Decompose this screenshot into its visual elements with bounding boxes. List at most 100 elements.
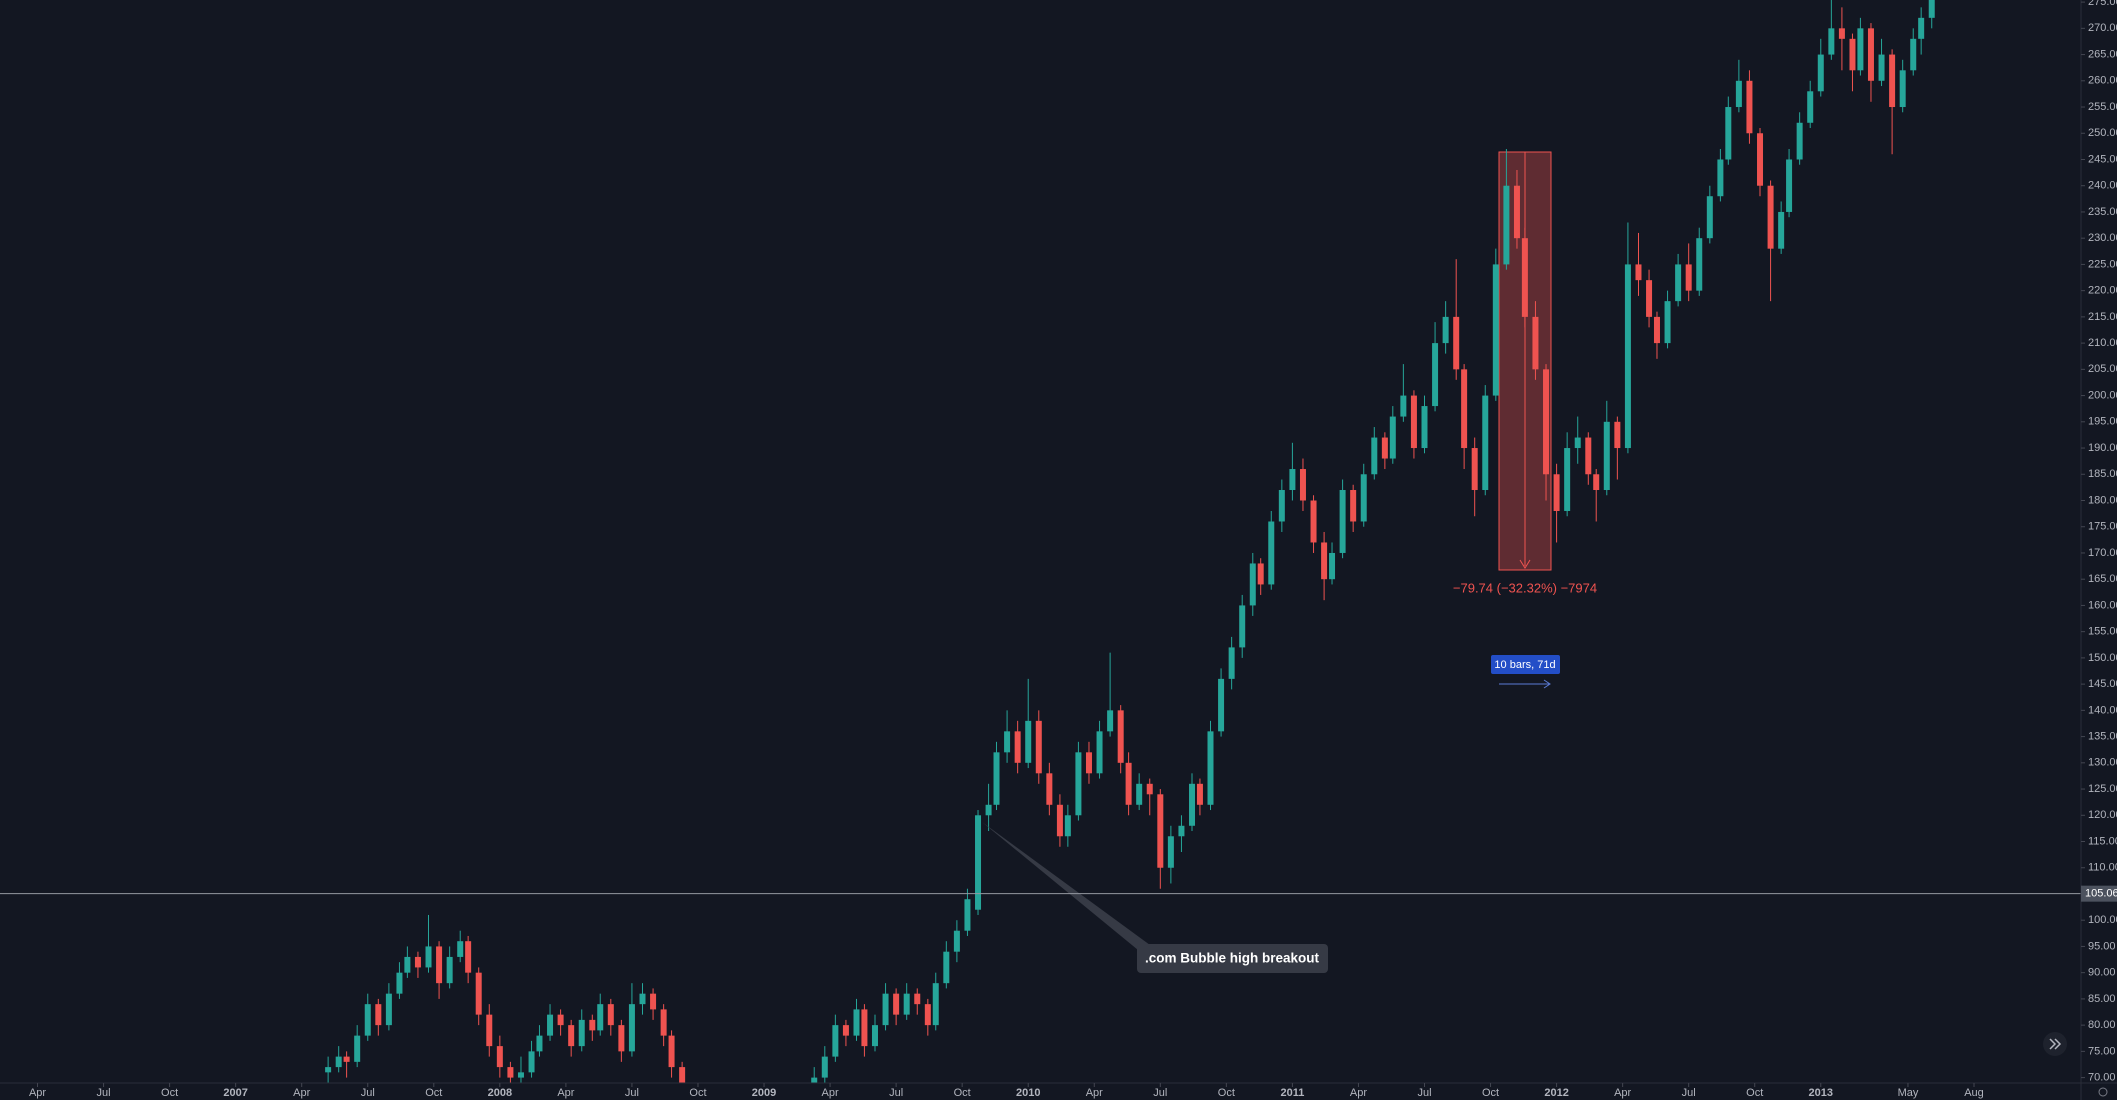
candle-body [1196, 783, 1203, 805]
x-tick-label: Apr [29, 1087, 46, 1099]
candle-body [1257, 563, 1264, 585]
candle-body [871, 1025, 878, 1047]
candle-body [343, 1056, 350, 1062]
candle-body [547, 1014, 554, 1036]
x-tick-label: Apr [1086, 1087, 1103, 1099]
x-tick-label: Oct [1482, 1087, 1499, 1099]
candle-body [1664, 301, 1671, 344]
candle-body [536, 1035, 543, 1052]
candle-body [1564, 448, 1571, 511]
candle-body [1146, 783, 1153, 795]
settings-icon[interactable] [2098, 1087, 2108, 1097]
measure-arrowhead [1519, 559, 1531, 569]
candle-body [1675, 264, 1682, 302]
candle-body [1635, 264, 1642, 281]
x-tick-label: 2007 [223, 1087, 247, 1099]
candle-body [1696, 238, 1703, 291]
y-tick-label: 70.00 [2088, 1072, 2116, 1084]
candle-body [985, 804, 992, 816]
candle-body [1075, 752, 1082, 816]
candle-body [821, 1056, 828, 1078]
candle-body [1218, 678, 1225, 732]
candle-body [1482, 395, 1489, 491]
candle-body [1268, 521, 1275, 585]
candle-body [861, 1009, 868, 1047]
candle-body [1757, 133, 1764, 186]
scroll-icon [2049, 1038, 2062, 1050]
candle-body [1207, 731, 1214, 805]
x-tick-label: Jul [625, 1087, 639, 1099]
candle-body [943, 951, 950, 984]
candle-body [1157, 794, 1164, 868]
x-tick-label: Oct [1218, 1087, 1235, 1099]
y-tick-label: 195.00 [2088, 416, 2117, 428]
y-tick-label: 140.00 [2088, 704, 2117, 716]
candle-body [404, 956, 411, 973]
candle-body [1767, 185, 1774, 249]
candle-body [414, 956, 421, 968]
y-tick-label: 180.00 [2088, 494, 2117, 506]
y-tick-label: 125.00 [2088, 783, 2117, 795]
candle-body [396, 972, 403, 994]
y-tick-label: 110.00 [2088, 862, 2117, 874]
y-tick-label: 130.00 [2088, 757, 2117, 769]
y-tick-label: 240.00 [2088, 180, 2117, 192]
candle-body [1136, 783, 1143, 805]
y-tick-label: 215.00 [2088, 311, 2117, 323]
candle-body [903, 993, 910, 1015]
x-tick-label: Jul [889, 1087, 903, 1099]
x-tick-label: May [1898, 1087, 1919, 1099]
candle-body [425, 946, 432, 968]
x-tick-label: Jul [1417, 1087, 1431, 1099]
candle-body [1653, 316, 1660, 344]
x-tick-label: Jul [1682, 1087, 1696, 1099]
y-tick-label: 155.00 [2088, 626, 2117, 638]
y-tick-label: 160.00 [2088, 599, 2117, 611]
y-tick-label: 225.00 [2088, 258, 2117, 270]
candle-body [1125, 762, 1132, 805]
candle-body [568, 1025, 575, 1047]
candle-body [618, 1025, 625, 1052]
range-arrowhead [1543, 679, 1551, 689]
candle-body [1360, 474, 1367, 522]
candle-body [628, 1004, 635, 1052]
candle-body [1857, 28, 1864, 71]
candle-body [1167, 836, 1174, 868]
candle-body [964, 899, 971, 931]
candle-body [1453, 316, 1460, 370]
x-tick-label: Jul [361, 1087, 375, 1099]
x-tick-label: Apr [1614, 1087, 1631, 1099]
candle-body [1421, 406, 1428, 449]
y-tick-label: 230.00 [2088, 232, 2117, 244]
candle-body [607, 1004, 614, 1026]
candle-body [1867, 28, 1874, 81]
candle-body [325, 1067, 332, 1073]
candle-body [1289, 469, 1296, 491]
candle-body [1228, 647, 1235, 679]
candle-body [932, 983, 939, 1026]
y-tick-label: 175.00 [2088, 521, 2117, 533]
candle-body [924, 1004, 931, 1026]
overlay: −79.74 (−32.32%) −7974 10 bars, 71d .com… [0, 580, 2081, 973]
candle-body [1004, 731, 1011, 753]
candle-body [1532, 316, 1539, 370]
y-tick-label: 150.00 [2088, 652, 2117, 664]
y-tick-label: 100.00 [2088, 914, 2117, 926]
x-tick-label: Jul [97, 1087, 111, 1099]
candle-body [1725, 107, 1732, 160]
candle-body [650, 993, 657, 1010]
candle-body [486, 1014, 493, 1047]
candle-body [589, 1019, 596, 1031]
candle-body [1603, 421, 1610, 491]
candle-body [1064, 815, 1071, 837]
candle-body [1778, 211, 1785, 249]
y-tick-label: 185.00 [2088, 468, 2117, 480]
candle-body [1056, 804, 1063, 837]
candle-body [893, 993, 900, 1015]
candle-body [1624, 264, 1631, 449]
candle-body [1107, 710, 1114, 732]
crosshair-label-box [2081, 885, 2117, 902]
x-tick-label: Apr [293, 1087, 310, 1099]
candle-body [1828, 28, 1835, 55]
